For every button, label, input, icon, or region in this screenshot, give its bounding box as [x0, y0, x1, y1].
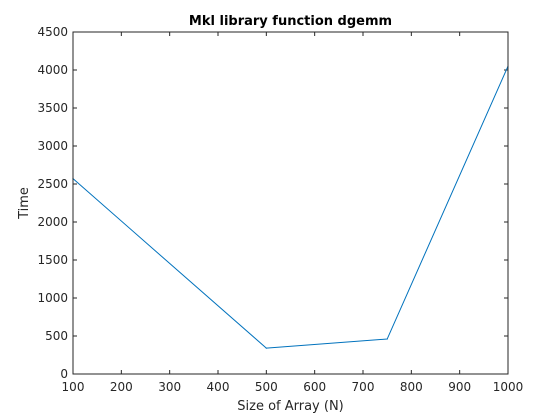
- y-tick-label: 4000: [37, 63, 68, 77]
- y-tick-label: 2500: [37, 177, 68, 191]
- x-tick-label: 300: [158, 380, 181, 394]
- x-tick-label: 200: [110, 380, 133, 394]
- y-tick-label: 3500: [37, 101, 68, 115]
- y-tick-label: 1000: [37, 291, 68, 305]
- tick-labels: 100 200 300 400 500 600 700 800 900 1000 0 500 1000 1…: [37, 25, 523, 394]
- x-tick-label: 400: [207, 380, 230, 394]
- x-axis-label: Size of Array (N): [237, 399, 344, 414]
- y-tick-label: 2000: [37, 215, 68, 229]
- y-tick-label: 500: [45, 329, 68, 343]
- chart-title: Mkl library function dgemm: [189, 14, 392, 29]
- y-axis-label: Time: [17, 187, 32, 220]
- y-tick-label: 1500: [37, 253, 68, 267]
- x-tick-label: 800: [400, 380, 423, 394]
- axes-box: [72, 31, 509, 375]
- y-tick-label: 4500: [37, 25, 68, 39]
- y-tick-label: 0: [60, 367, 68, 381]
- x-tick-label: 1000: [493, 380, 524, 394]
- data-point: [265, 347, 267, 349]
- data-point: [386, 338, 388, 340]
- y-tick-label: 3000: [37, 139, 68, 153]
- x-tick-label: 900: [448, 380, 471, 394]
- x-tick-label: 600: [303, 380, 326, 394]
- x-tick-label: 500: [255, 380, 278, 394]
- series-line: [72, 65, 509, 349]
- x-tick-label: 700: [352, 380, 375, 394]
- plot-area: [73, 32, 508, 374]
- x-tick-label: 100: [62, 380, 85, 394]
